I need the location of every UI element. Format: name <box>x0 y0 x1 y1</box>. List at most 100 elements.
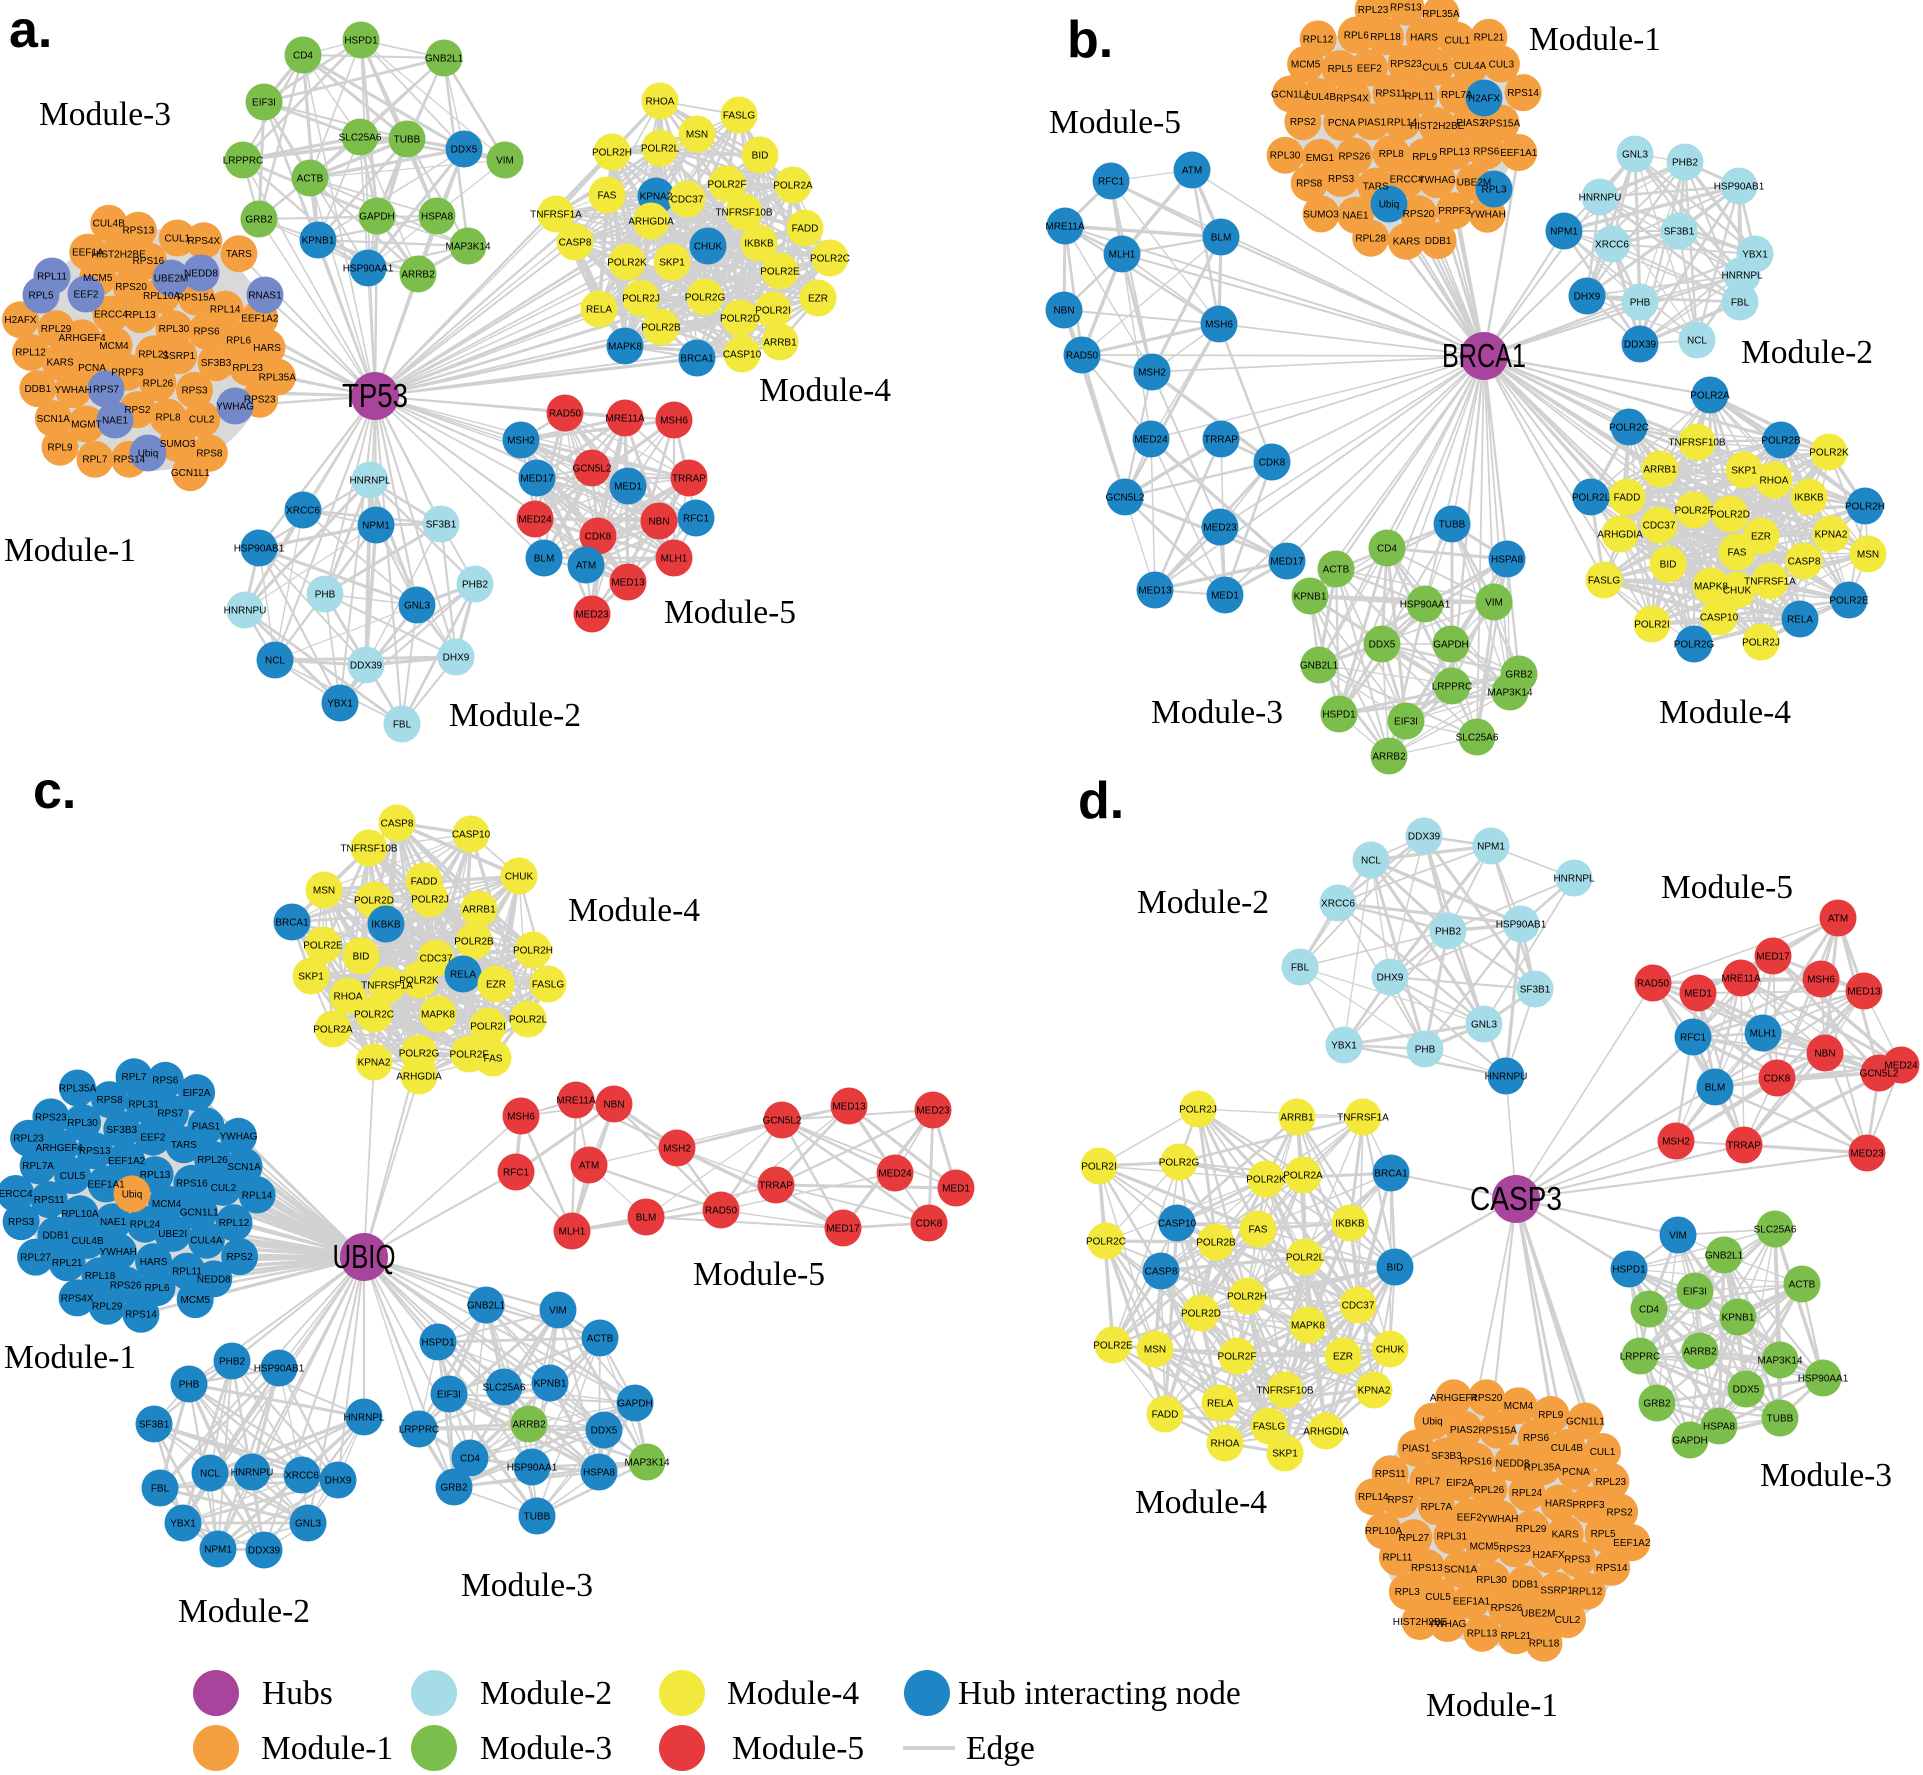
svg-text:POLR2J: POLR2J <box>411 894 449 905</box>
svg-text:RPL10A: RPL10A <box>61 1209 99 1220</box>
svg-text:TARS: TARS <box>1363 182 1389 193</box>
svg-text:RPL31: RPL31 <box>128 1100 159 1111</box>
svg-text:RPL30: RPL30 <box>1476 1575 1507 1586</box>
svg-text:MCM5: MCM5 <box>83 273 113 284</box>
svg-text:RPS13: RPS13 <box>1390 3 1422 14</box>
svg-text:MSN: MSN <box>1144 1344 1166 1355</box>
svg-text:Module-3: Module-3 <box>1760 1457 1892 1494</box>
svg-text:YWHAG: YWHAG <box>1418 175 1456 186</box>
svg-text:HNRNPU: HNRNPU <box>224 605 267 616</box>
svg-text:ACTB: ACTB <box>587 1333 614 1344</box>
svg-text:RPS4X: RPS4X <box>1336 93 1369 104</box>
svg-text:KPNA2: KPNA2 <box>1358 1385 1391 1396</box>
svg-text:POLR2A: POLR2A <box>313 1024 353 1035</box>
svg-text:GCN5L2: GCN5L2 <box>763 1115 802 1126</box>
svg-text:FBL: FBL <box>1731 297 1750 308</box>
svg-text:ARRB1: ARRB1 <box>763 337 797 348</box>
svg-text:RPS7: RPS7 <box>1387 1495 1414 1506</box>
svg-text:BRCA1: BRCA1 <box>1442 337 1526 374</box>
svg-text:POLR2B: POLR2B <box>454 936 494 947</box>
svg-text:RPS6: RPS6 <box>152 1076 179 1087</box>
svg-text:RPS6: RPS6 <box>1473 147 1500 158</box>
svg-text:GNB2L1: GNB2L1 <box>425 53 464 64</box>
svg-text:MED1: MED1 <box>614 481 642 492</box>
svg-text:DDX39: DDX39 <box>1408 831 1441 842</box>
svg-text:EIF3I: EIF3I <box>252 97 276 108</box>
svg-text:DDB1: DDB1 <box>24 384 51 395</box>
svg-text:POLR2J: POLR2J <box>1179 1104 1217 1115</box>
svg-text:RPS2: RPS2 <box>124 405 151 416</box>
svg-text:ARHGDIA: ARHGDIA <box>628 216 674 227</box>
svg-text:RPL18: RPL18 <box>1529 1639 1560 1650</box>
svg-text:PHB: PHB <box>315 589 336 600</box>
svg-text:RPL7A: RPL7A <box>22 1161 54 1172</box>
svg-text:RPS15A: RPS15A <box>1482 118 1521 129</box>
svg-text:MED24: MED24 <box>1134 434 1168 445</box>
svg-text:XRCC6: XRCC6 <box>285 1470 319 1481</box>
svg-text:NEDD8: NEDD8 <box>184 268 218 279</box>
svg-text:RFC1: RFC1 <box>503 1167 530 1178</box>
svg-text:MED17: MED17 <box>826 1223 860 1234</box>
svg-text:DDB1: DDB1 <box>1512 1579 1539 1590</box>
svg-text:RPS23: RPS23 <box>35 1112 67 1123</box>
svg-text:KPNA2: KPNA2 <box>640 191 673 202</box>
svg-text:NAE1: NAE1 <box>1342 211 1369 222</box>
svg-text:CDC37: CDC37 <box>671 194 704 205</box>
svg-text:CASP8: CASP8 <box>1788 556 1821 567</box>
svg-text:FAS: FAS <box>1728 547 1747 558</box>
svg-text:MSH2: MSH2 <box>507 435 535 446</box>
svg-text:SF3B3: SF3B3 <box>1431 1451 1462 1462</box>
svg-text:POLR2D: POLR2D <box>1181 1308 1221 1319</box>
svg-text:CUL2: CUL2 <box>211 1183 237 1194</box>
svg-text:RPS13: RPS13 <box>122 226 154 237</box>
svg-text:YWHAH: YWHAH <box>100 1247 137 1258</box>
svg-text:RPL18: RPL18 <box>1370 32 1401 43</box>
svg-text:GNB2L1: GNB2L1 <box>467 1300 506 1311</box>
svg-text:CUL5: CUL5 <box>1422 63 1448 74</box>
svg-text:RPL12: RPL12 <box>1303 34 1334 45</box>
svg-text:DHX9: DHX9 <box>1377 972 1404 983</box>
svg-text:FAS: FAS <box>598 190 617 201</box>
svg-text:RPS16: RPS16 <box>176 1179 208 1190</box>
svg-text:POLR2I: POLR2I <box>1081 1161 1117 1172</box>
svg-text:RPL30: RPL30 <box>1270 151 1301 162</box>
svg-text:ARHGEF4: ARHGEF4 <box>36 1143 84 1154</box>
svg-text:Module-4: Module-4 <box>1659 694 1791 731</box>
svg-text:EEF1A2: EEF1A2 <box>108 1156 146 1167</box>
svg-text:TARS: TARS <box>226 249 252 260</box>
svg-text:RPS6: RPS6 <box>193 327 220 338</box>
svg-text:Module-1: Module-1 <box>4 1339 136 1376</box>
svg-text:RPL10A: RPL10A <box>1365 1526 1403 1537</box>
svg-text:SSRP1: SSRP1 <box>162 351 195 362</box>
svg-text:ARRB2: ARRB2 <box>1372 751 1406 762</box>
svg-text:ARRB2: ARRB2 <box>512 1419 546 1430</box>
svg-text:MED13: MED13 <box>1847 986 1881 997</box>
svg-text:GCN5L2: GCN5L2 <box>1106 492 1145 503</box>
svg-text:RELA: RELA <box>1787 614 1813 625</box>
svg-text:PIAS1: PIAS1 <box>192 1121 221 1132</box>
svg-text:SCN1A: SCN1A <box>1444 1565 1478 1576</box>
svg-text:MSN: MSN <box>1857 549 1879 560</box>
svg-text:ARRB2: ARRB2 <box>1683 1346 1717 1357</box>
svg-text:RPS23: RPS23 <box>1390 59 1422 70</box>
svg-text:CDK8: CDK8 <box>1764 1073 1791 1084</box>
svg-text:HARS: HARS <box>1410 32 1438 43</box>
svg-text:HIST2H2BE: HIST2H2BE <box>91 250 146 261</box>
svg-text:ERCC4: ERCC4 <box>94 309 128 320</box>
svg-text:CD4: CD4 <box>1377 543 1397 554</box>
svg-text:RHOA: RHOA <box>1211 1438 1240 1449</box>
svg-text:CDC37: CDC37 <box>420 953 453 964</box>
svg-text:HSPA8: HSPA8 <box>421 211 453 222</box>
svg-text:XRCC6: XRCC6 <box>1595 239 1629 250</box>
svg-text:EIF2A: EIF2A <box>1446 1478 1474 1489</box>
svg-text:RPL11: RPL11 <box>172 1267 202 1278</box>
svg-text:PIAS2: PIAS2 <box>1456 118 1485 129</box>
svg-text:CASP8: CASP8 <box>1145 1266 1178 1277</box>
svg-text:HIST2H2BE: HIST2H2BE <box>1393 1617 1448 1628</box>
svg-text:RPL7: RPL7 <box>121 1072 146 1083</box>
svg-text:RPS26: RPS26 <box>1491 1603 1523 1614</box>
svg-text:Module-3: Module-3 <box>480 1730 612 1767</box>
svg-text:ERCC4: ERCC4 <box>0 1189 33 1200</box>
svg-text:IKBKB: IKBKB <box>371 919 401 930</box>
svg-text:POLR2H: POLR2H <box>592 147 632 158</box>
